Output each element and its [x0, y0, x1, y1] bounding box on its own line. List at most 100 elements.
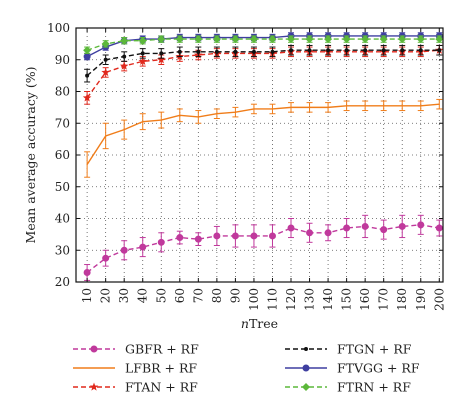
x-tick-label: 160	[358, 288, 372, 311]
data-point	[249, 35, 258, 44]
x-tick-label: 200	[432, 288, 446, 311]
data-point	[175, 35, 184, 44]
y-tick-label: 60	[55, 148, 70, 162]
x-tick-label: 40	[136, 288, 150, 303]
x-tick-label: 130	[303, 288, 317, 311]
legend-swatch-marker	[304, 347, 308, 351]
data-point	[250, 232, 258, 240]
legend-item: FTRN + RF	[285, 380, 411, 395]
x-tick-label: 80	[210, 288, 224, 303]
x-tick-label: 20	[99, 288, 113, 303]
data-point	[306, 229, 314, 237]
data-point	[289, 48, 294, 53]
legend-item: LFBR + RF	[73, 361, 197, 376]
data-point	[122, 54, 127, 59]
x-tick-label: 150	[340, 288, 354, 311]
data-point	[268, 35, 277, 44]
data-point	[159, 51, 164, 56]
y-axis-label: Mean average accuracy (%)	[23, 67, 38, 244]
y-tick-label: 90	[55, 53, 70, 67]
data-point	[435, 35, 444, 44]
data-point	[270, 49, 275, 54]
data-point	[119, 61, 129, 70]
data-point	[287, 35, 296, 44]
data-point	[83, 268, 91, 276]
data-point	[103, 57, 108, 62]
data-point	[361, 222, 369, 230]
y-tick-label: 40	[55, 212, 70, 226]
data-point	[85, 73, 90, 78]
legend-item: FTAN + RF	[73, 380, 198, 395]
x-axis-label: nTree	[241, 316, 278, 331]
legend-swatch-marker	[89, 382, 99, 391]
series-5	[83, 35, 444, 55]
data-point	[324, 229, 332, 237]
data-point	[233, 49, 238, 54]
data-point	[139, 243, 147, 251]
data-point	[287, 224, 295, 232]
data-point	[120, 36, 129, 45]
series-3	[84, 44, 443, 83]
x-tick-label: 30	[117, 288, 131, 303]
x-tick-label: 120	[284, 288, 298, 311]
series-0	[83, 214, 443, 281]
plot-frame	[75, 27, 444, 283]
y-tick-label: 30	[55, 243, 70, 257]
x-tick-label: 190	[414, 288, 428, 311]
x-tick-label: 50	[154, 288, 168, 303]
legend-swatch-marker	[90, 345, 98, 353]
data-point	[435, 224, 443, 232]
legend-label: GBFR + RF	[125, 342, 199, 357]
data-point	[381, 48, 386, 53]
data-point	[213, 232, 221, 240]
y-tick-label: 50	[55, 180, 70, 194]
legend-item: GBFR + RF	[73, 342, 199, 357]
data-point	[363, 48, 368, 53]
y-tick-label: 20	[55, 275, 70, 289]
legend-swatch-marker	[302, 383, 310, 391]
data-point	[101, 67, 110, 77]
data-point	[231, 232, 239, 240]
x-tick-label: 90	[228, 288, 242, 303]
data-point	[326, 48, 331, 53]
x-tick-label: 110	[265, 288, 279, 311]
data-point	[361, 35, 370, 44]
data-point	[138, 56, 148, 65]
data-point	[83, 46, 92, 55]
x-axis-label-rest: Tree	[249, 316, 278, 331]
x-tick-label: 100	[247, 288, 261, 311]
data-point	[196, 49, 201, 54]
data-point	[194, 235, 202, 243]
series-1	[84, 98, 443, 178]
grid	[76, 28, 443, 282]
series-line	[86, 49, 440, 77]
data-point	[268, 232, 276, 240]
legend-label: FTAN + RF	[125, 380, 198, 395]
legend-label: FTRN + RF	[337, 380, 411, 395]
legend: GBFR + RF LFBR + RF FTAN + RF FTGN + RF FTVG…	[73, 342, 420, 395]
x-tick-label: 70	[191, 288, 205, 303]
data-point	[305, 35, 314, 44]
data-point	[437, 48, 442, 53]
data-point	[380, 226, 388, 234]
data-point	[324, 35, 333, 44]
x-tick-label: 10	[80, 288, 94, 303]
data-point	[157, 238, 165, 246]
data-point	[177, 49, 182, 54]
legend-item: FTGN + RF	[285, 342, 412, 357]
series-4	[83, 32, 443, 61]
data-point	[212, 35, 221, 44]
data-point	[156, 55, 166, 64]
data-point	[120, 246, 128, 254]
data-point	[400, 48, 405, 53]
data-point	[342, 35, 351, 44]
x-tick-label: 60	[173, 288, 187, 303]
data-point	[398, 222, 406, 230]
legend-swatch-marker	[302, 364, 310, 372]
data-point	[176, 234, 184, 242]
data-point	[140, 51, 145, 56]
data-point	[418, 48, 423, 53]
y-tick-label: 100	[47, 21, 70, 35]
data-point	[344, 48, 349, 53]
